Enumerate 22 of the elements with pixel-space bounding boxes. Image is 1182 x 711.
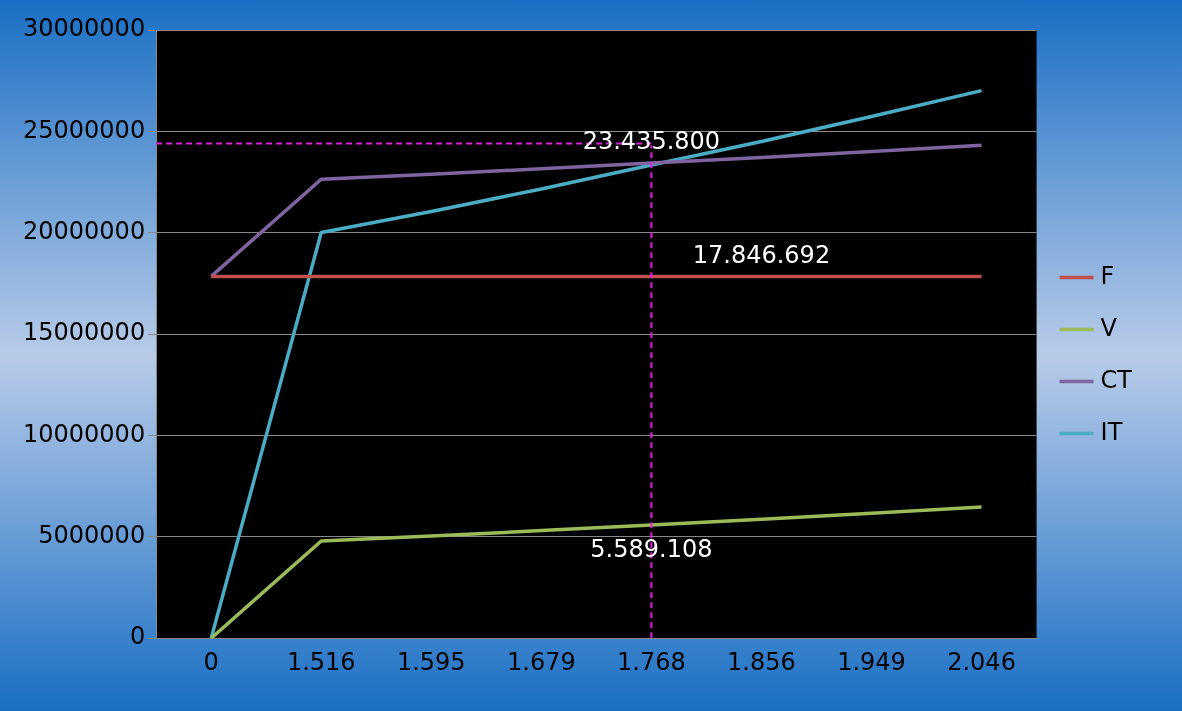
annotation: 5.589.108 [590, 535, 713, 564]
legend-label: F [1100, 261, 1115, 290]
x-tick-label: 0 [203, 647, 219, 676]
y-tick-label: 25000000 [23, 115, 146, 144]
x-tick-label: 1.595 [396, 647, 466, 676]
annotation: 23.435.800 [582, 127, 721, 156]
legend-label: V [1100, 313, 1118, 342]
legend-label: CT [1100, 365, 1133, 394]
y-tick-label: 15000000 [23, 318, 146, 347]
x-tick-label: 1.768 [617, 647, 686, 676]
annotation: 17.846.692 [692, 240, 831, 269]
y-tick-label: 30000000 [23, 14, 146, 43]
x-tick-label: 1.856 [727, 647, 796, 676]
x-tick-label: 1.679 [506, 647, 576, 676]
x-tick-label: 1.516 [286, 647, 356, 676]
x-tick-label: 2.046 [947, 647, 1016, 676]
y-tick-label: 10000000 [23, 419, 146, 448]
legend-label: IT [1100, 417, 1123, 446]
y-tick-label: 5000000 [38, 521, 146, 550]
y-tick-label: 20000000 [23, 216, 146, 245]
y-tick-label: 0 [129, 622, 146, 651]
x-tick-label: 1.949 [837, 647, 906, 676]
